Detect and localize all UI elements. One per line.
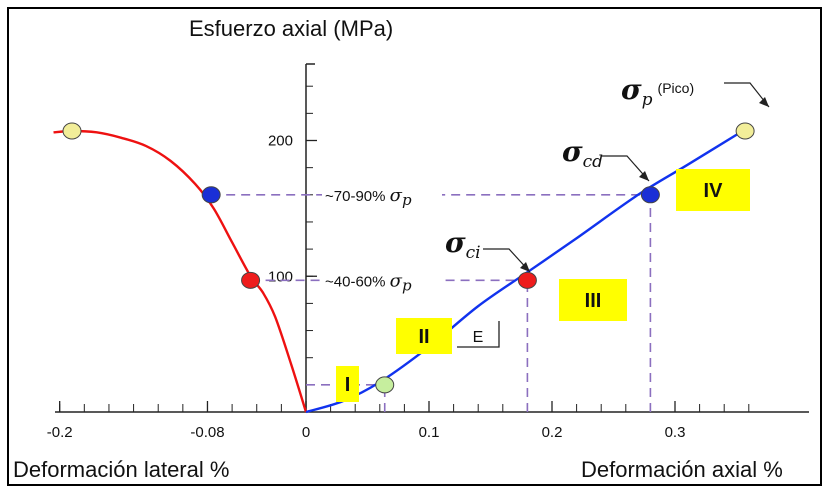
data-point-marker (640, 186, 660, 204)
leader-arrowhead (759, 97, 769, 107)
data-point-marker (62, 122, 82, 140)
modulus-bracket: E (457, 321, 500, 348)
y-axis-title: Esfuerzo axial (MPa) (189, 16, 393, 41)
modulus-bracket-line (457, 321, 500, 348)
x-right-axis-title: Deformación axial % (581, 457, 783, 482)
sigma-cd-annotation: σcd (562, 135, 603, 172)
level-mid-annotation: ~40-60% σp (325, 270, 412, 294)
x-left-axis-title: Deformación lateral % (13, 457, 229, 482)
stage-label-IV: IV (704, 180, 724, 202)
stage-label-I: I (345, 374, 351, 396)
chart-frame: -0.2 -0.08 0 0.1 0.2 0.3 200 100 I II III IV E ~7… (7, 7, 822, 486)
sigma-p-annotation: σp(Pico) (621, 73, 694, 110)
y-tick-label: 100 (268, 268, 293, 285)
x-tick-label: 0.3 (665, 424, 686, 441)
x-tick-label: 0.1 (419, 424, 440, 441)
stage-label-III: III (585, 290, 602, 312)
modulus-label: E (473, 329, 484, 346)
data-point-marker (201, 186, 221, 204)
x-minor-ticks (59, 404, 750, 412)
level-high-annotation: ~70-90% σp (325, 185, 412, 209)
stage-box-IV (676, 169, 750, 211)
stage-box-III (559, 279, 627, 321)
x-tick-labels: -0.2 -0.08 0 0.1 0.2 0.3 (47, 401, 686, 441)
sigma-p-leader (724, 82, 770, 108)
level-mid-bg (322, 267, 442, 294)
data-point-marker (517, 271, 537, 289)
sigma-cd-leader (602, 155, 650, 182)
stage-label-II: II (418, 326, 429, 348)
leader-arrowhead (520, 262, 530, 272)
x-tick-label: 0 (302, 424, 310, 441)
sigma-ci-annotation: σci (445, 226, 481, 263)
y-tick-labels: 200 100 (268, 133, 317, 285)
stage-box-I (336, 366, 359, 402)
sigma-ci-leader (483, 248, 531, 273)
y-tick-label: 200 (268, 133, 293, 150)
x-tick-label: -0.2 (47, 424, 73, 441)
level-high-bg (322, 181, 442, 208)
point-markers (62, 122, 755, 394)
data-point-marker (375, 376, 395, 394)
axial-strain-curve (305, 129, 744, 414)
x-tick-label: 0.2 (542, 424, 563, 441)
x-tick-label: -0.08 (190, 424, 224, 441)
leader-arrowhead (639, 171, 649, 181)
data-point-marker (735, 122, 755, 140)
stage-box-II (396, 318, 452, 354)
data-point-marker (241, 271, 261, 289)
y-minor-ticks (306, 85, 313, 386)
annotations: ~70-90% σp ~40-60% σp σci σcd σp(Pico) (322, 73, 770, 294)
